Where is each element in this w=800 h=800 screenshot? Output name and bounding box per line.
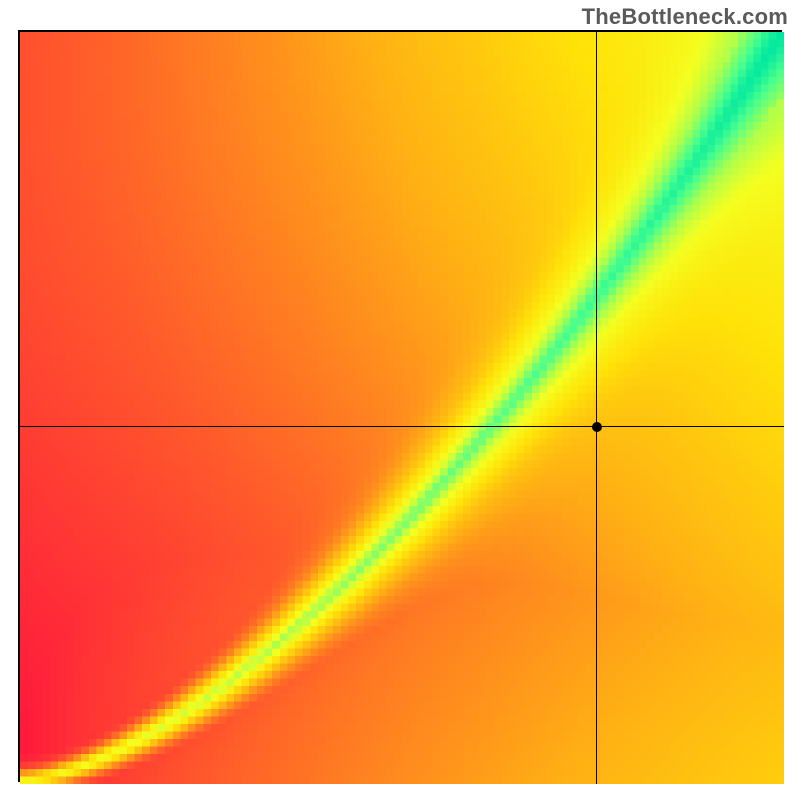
attribution-text: TheBottleneck.com — [582, 4, 788, 30]
heatmap-plot-area — [18, 30, 782, 782]
heatmap-canvas — [20, 32, 784, 784]
chart-container: TheBottleneck.com — [0, 0, 800, 800]
crosshair-horizontal — [20, 426, 784, 427]
crosshair-marker — [592, 422, 602, 432]
crosshair-vertical — [596, 32, 597, 784]
